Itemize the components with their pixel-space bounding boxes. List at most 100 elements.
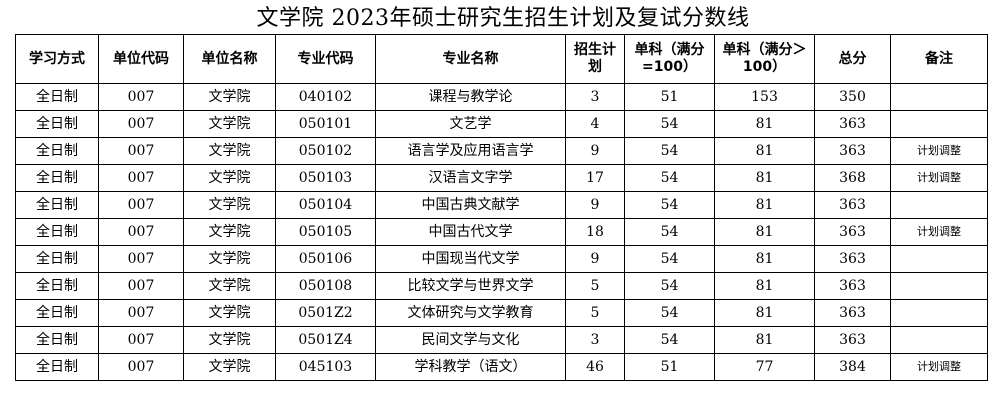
- cell-unit-name: 文学院: [183, 191, 276, 219]
- cell-remark: [890, 299, 988, 327]
- cell-unit-code: 007: [98, 137, 184, 165]
- cell-major-name: 中国现当代文学: [375, 245, 566, 273]
- cell-single-subject-over-100: 77: [714, 353, 815, 381]
- table-row: 全日制 007 文学院 050106 中国现当代文学 9 54 81 363: [15, 245, 988, 273]
- cell-unit-code: 007: [98, 191, 184, 219]
- cell-single-subject-over-100: 153: [714, 83, 815, 111]
- cell-major-name: 中国古典文献学: [375, 191, 566, 219]
- cell-enrollment-plan: 9: [565, 191, 625, 219]
- cell-major-code: 050101: [275, 110, 376, 138]
- cell-unit-name: 文学院: [183, 83, 276, 111]
- cell-unit-code: 007: [98, 110, 184, 138]
- cell-study-mode: 全日制: [15, 164, 99, 192]
- cell-single-subject-over-100: 81: [714, 164, 815, 192]
- table-row: 全日制 007 文学院 050102 语言学及应用语言学 9 54 81 363 计划调整: [15, 137, 988, 165]
- cell-single-subject-100: 54: [624, 191, 715, 219]
- cell-remark: [890, 326, 988, 354]
- table-row: 全日制 007 文学院 050108 比较文学与世界文学 5 54 81 363: [15, 272, 988, 300]
- cell-single-subject-100: 51: [624, 83, 715, 111]
- cell-total-score: 363: [814, 137, 891, 165]
- cell-enrollment-plan: 46: [565, 353, 625, 381]
- cell-remark: [890, 110, 988, 138]
- header-total-score: 总分: [814, 34, 891, 84]
- table-header-row: 学习方式 单位代码 单位名称 专业代码 专业名称 招生计划 单科（满分=100）…: [15, 34, 988, 84]
- cell-enrollment-plan: 9: [565, 245, 625, 273]
- cell-total-score: 363: [814, 245, 891, 273]
- cell-major-name: 文体研究与文学教育: [375, 299, 566, 327]
- cell-remark: [890, 245, 988, 273]
- cell-single-subject-over-100: 81: [714, 299, 815, 327]
- cell-major-code: 050102: [275, 137, 376, 165]
- cell-single-subject-100: 54: [624, 137, 715, 165]
- cell-single-subject-over-100: 81: [714, 218, 815, 246]
- table-row: 全日制 007 文学院 040102 课程与教学论 3 51 153 350: [15, 83, 988, 111]
- cell-enrollment-plan: 5: [565, 299, 625, 327]
- cell-total-score: 363: [814, 272, 891, 300]
- cell-major-code: 050106: [275, 245, 376, 273]
- cell-single-subject-over-100: 81: [714, 191, 815, 219]
- table-row: 全日制 007 文学院 045103 学科教学（语文） 46 51 77 384 计划调整: [15, 353, 988, 381]
- cell-major-code: 050104: [275, 191, 376, 219]
- cell-unit-name: 文学院: [183, 110, 276, 138]
- table-row: 全日制 007 文学院 050104 中国古典文献学 9 54 81 363: [15, 191, 988, 219]
- cell-single-subject-100: 54: [624, 164, 715, 192]
- cell-unit-name: 文学院: [183, 218, 276, 246]
- cell-enrollment-plan: 5: [565, 272, 625, 300]
- cell-single-subject-over-100: 81: [714, 137, 815, 165]
- cell-unit-name: 文学院: [183, 245, 276, 273]
- cell-total-score: 384: [814, 353, 891, 381]
- table-row: 全日制 007 文学院 050105 中国古代文学 18 54 81 363 计划调整: [15, 218, 988, 246]
- cell-major-code: 0501Z4: [275, 326, 376, 354]
- cell-major-code: 050103: [275, 164, 376, 192]
- cell-study-mode: 全日制: [15, 353, 99, 381]
- header-unit-name: 单位名称: [183, 34, 276, 84]
- cell-unit-code: 007: [98, 326, 184, 354]
- cell-study-mode: 全日制: [15, 299, 99, 327]
- cell-enrollment-plan: 18: [565, 218, 625, 246]
- cell-remark: 计划调整: [890, 137, 988, 165]
- header-unit-code: 单位代码: [98, 34, 184, 84]
- cell-unit-code: 007: [98, 218, 184, 246]
- cell-single-subject-100: 54: [624, 110, 715, 138]
- header-major-code: 专业代码: [275, 34, 376, 84]
- header-study-mode: 学习方式: [15, 34, 99, 84]
- cell-major-code: 040102: [275, 83, 376, 111]
- cell-major-name: 课程与教学论: [375, 83, 566, 111]
- cell-single-subject-100: 51: [624, 353, 715, 381]
- cell-single-subject-100: 54: [624, 245, 715, 273]
- cell-study-mode: 全日制: [15, 191, 99, 219]
- cell-remark: [890, 272, 988, 300]
- cell-single-subject-over-100: 81: [714, 326, 815, 354]
- cell-unit-name: 文学院: [183, 272, 276, 300]
- cell-enrollment-plan: 17: [565, 164, 625, 192]
- cell-study-mode: 全日制: [15, 245, 99, 273]
- cell-study-mode: 全日制: [15, 110, 99, 138]
- cell-remark: [890, 191, 988, 219]
- table-body: 全日制 007 文学院 040102 课程与教学论 3 51 153 350 全日制 007 文学院 0…: [15, 83, 988, 381]
- cell-total-score: 363: [814, 326, 891, 354]
- cell-study-mode: 全日制: [15, 272, 99, 300]
- cell-unit-code: 007: [98, 272, 184, 300]
- cell-remark: [890, 83, 988, 111]
- cell-major-name: 民间文学与文化: [375, 326, 566, 354]
- table-row: 全日制 007 文学院 050101 文艺学 4 54 81 363: [15, 110, 988, 138]
- cell-single-subject-100: 54: [624, 326, 715, 354]
- cell-major-code: 0501Z2: [275, 299, 376, 327]
- cell-study-mode: 全日制: [15, 326, 99, 354]
- cell-remark: 计划调整: [890, 164, 988, 192]
- cell-total-score: 350: [814, 83, 891, 111]
- table-row: 全日制 007 文学院 050103 汉语言文字学 17 54 81 368 计划调整: [15, 164, 988, 192]
- cell-unit-code: 007: [98, 83, 184, 111]
- cell-study-mode: 全日制: [15, 137, 99, 165]
- cell-unit-name: 文学院: [183, 137, 276, 165]
- cell-unit-code: 007: [98, 245, 184, 273]
- cell-unit-code: 007: [98, 353, 184, 381]
- header-major-name: 专业名称: [375, 34, 566, 84]
- cell-total-score: 363: [814, 218, 891, 246]
- cell-total-score: 363: [814, 299, 891, 327]
- cell-single-subject-100: 54: [624, 272, 715, 300]
- cell-major-name: 学科教学（语文）: [375, 353, 566, 381]
- table-row: 全日制 007 文学院 0501Z4 民间文学与文化 3 54 81 363: [15, 326, 988, 354]
- cell-unit-name: 文学院: [183, 164, 276, 192]
- cell-single-subject-100: 54: [624, 299, 715, 327]
